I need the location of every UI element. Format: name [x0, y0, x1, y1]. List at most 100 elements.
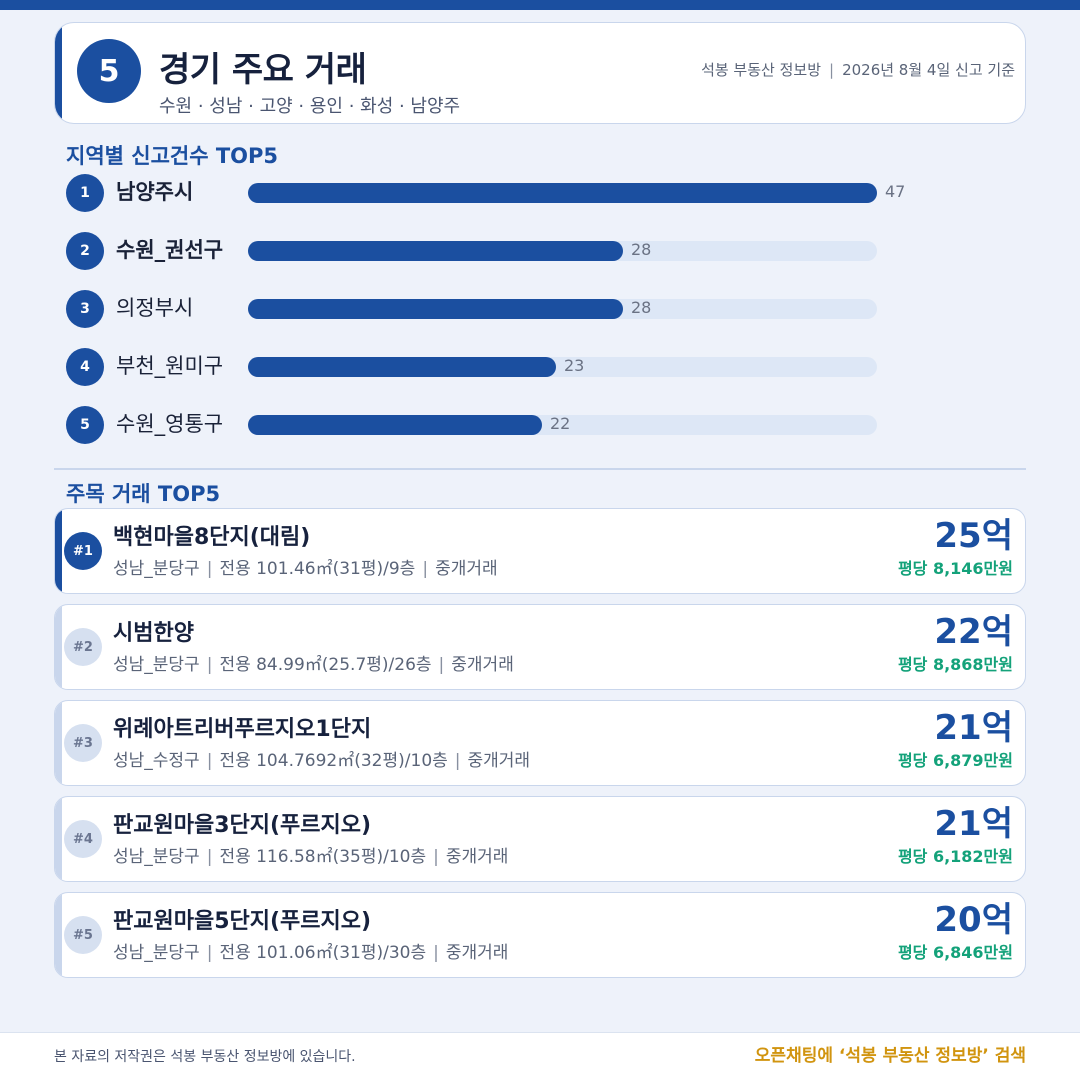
bar-fill: [248, 415, 542, 435]
deal-price-per-pyeong: 평당 8,146만원: [897, 559, 1013, 578]
deal-card[interactable]: #3 위례아트리버푸르지오1단지 성남_수정구 | 전용 104.7692㎡(32평)/…: [54, 700, 1026, 786]
page-subtitle: 수원 · 성남 · 고양 · 용인 · 화성 · 남양주: [159, 96, 461, 117]
info-separator: |: [206, 847, 213, 867]
bar-fill: [248, 241, 623, 261]
deal-card[interactable]: #5 판교원마을5단지(푸르지오) 성남_분당구 | 전용 101.06㎡(31평)/3…: [54, 892, 1026, 978]
bar-fill: [248, 183, 877, 203]
deal-price: 21억: [934, 804, 1013, 844]
deal-district: 성남_분당구: [113, 943, 200, 963]
deal-accent-stripe: [55, 893, 62, 977]
deal-info: 성남_분당구 | 전용 101.06㎡(31평)/30층 | 중개거래: [113, 945, 508, 962]
deal-card[interactable]: #2 시범한양 성남_분당구 | 전용 84.99㎡(25.7평)/26층 | 중개거래 22…: [54, 604, 1026, 690]
section-divider: [54, 468, 1026, 470]
bar-row: 3 의정부시 28: [66, 288, 1026, 328]
bar-row: 4 부천_원미구 23: [66, 346, 1026, 386]
deal-district: 성남_분당구: [113, 847, 200, 867]
copyright-text: 본 자료의 저작권은 석봉 부동산 정보방에 있습니다.: [54, 1049, 356, 1065]
top-accent-bar: [0, 0, 1080, 10]
region-label: 수원_권선구: [116, 238, 224, 262]
deal-info: 성남_분당구 | 전용 84.99㎡(25.7평)/26층 | 중개거래: [113, 657, 514, 674]
page-title: 경기 주요 거래: [159, 50, 367, 90]
bar-row: 2 수원_권선구 28: [66, 230, 1026, 270]
header-meta: 석봉 부동산 정보방 | 2026년 8월 4일 신고 기준: [701, 63, 1015, 78]
deal-district: 성남_분당구: [113, 655, 200, 675]
deal-rank-badge: #2: [64, 628, 102, 666]
info-separator: |: [206, 559, 213, 579]
deal-price-per-pyeong: 평당 8,868만원: [897, 655, 1013, 674]
deal-name: 판교원마을5단지(푸르지오): [113, 909, 372, 934]
footer: 본 자료의 저작권은 석봉 부동산 정보방에 있습니다. 오픈채팅에 ‘석봉 부…: [0, 1032, 1080, 1081]
info-separator: |: [433, 847, 439, 867]
info-separator: |: [206, 943, 213, 963]
deal-name: 위례아트리버푸르지오1단지: [113, 717, 372, 742]
section-number-badge: 5: [77, 39, 141, 103]
deal-info: 성남_분당구 | 전용 116.58㎡(35평)/10층 | 중개거래: [113, 849, 508, 866]
region-label: 의정부시: [116, 296, 194, 320]
deal-rank-badge: #3: [64, 724, 102, 762]
deal-info: 성남_수정구 | 전용 104.7692㎡(32평)/10층 | 중개거래: [113, 753, 530, 770]
deal-card[interactable]: #1 백현마을8단지(대림) 성남_분당구 | 전용 101.46㎡(31평)/9층 | 중…: [54, 508, 1026, 594]
openchat-cta: 오픈채팅에 ‘석봉 부동산 정보방’ 검색: [754, 1046, 1026, 1066]
bar-track: [248, 357, 877, 377]
deal-name: 판교원마을3단지(푸르지오): [113, 813, 372, 838]
bar-track: [248, 299, 877, 319]
deal-price-per-pyeong: 평당 6,182만원: [897, 847, 1013, 866]
deal-accent-stripe: [55, 797, 62, 881]
deal-name: 시범한양: [113, 621, 194, 646]
deal-card[interactable]: #4 판교원마을3단지(푸르지오) 성남_분당구 | 전용 116.58㎡(35평)/1…: [54, 796, 1026, 882]
deal-name: 백현마을8단지(대림): [113, 525, 311, 550]
bar-value-label: 28: [631, 298, 652, 317]
deal-rank-badge: #4: [64, 820, 102, 858]
bar-row: 1 남양주시 47: [66, 172, 1026, 212]
region-label: 수원_영통구: [116, 412, 224, 436]
deal-type: 중개거래: [435, 559, 498, 579]
meta-separator: |: [829, 61, 835, 79]
header-accent-stripe: [55, 23, 62, 123]
info-separator: |: [422, 559, 429, 579]
deal-price: 20억: [934, 900, 1013, 940]
rank-badge: 5: [66, 406, 104, 444]
bar-value-label: 47: [885, 182, 906, 201]
deal-spec: 전용 84.99㎡(25.7평)/26층: [219, 655, 432, 675]
source-label: 석봉 부동산 정보방: [701, 61, 821, 79]
rank-badge: 1: [66, 174, 104, 212]
region-label: 남양주시: [116, 180, 194, 204]
deal-accent-stripe: [55, 605, 62, 689]
deal-price-per-pyeong: 평당 6,879만원: [897, 751, 1013, 770]
deal-price: 22억: [934, 612, 1013, 652]
deal-type: 중개거래: [445, 847, 509, 867]
rank-badge: 2: [66, 232, 104, 270]
deal-district: 성남_분당구: [113, 559, 200, 579]
deal-accent-stripe: [55, 509, 62, 593]
info-separator: |: [206, 751, 213, 771]
deal-info: 성남_분당구 | 전용 101.46㎡(31평)/9층 | 중개거래: [113, 561, 498, 578]
info-separator: |: [206, 655, 213, 675]
bar-track: [248, 241, 877, 261]
bar-track: [248, 415, 877, 435]
rank-badge: 3: [66, 290, 104, 328]
deal-spec: 전용 116.58㎡(35평)/10층: [219, 847, 427, 867]
info-separator: |: [454, 751, 461, 771]
bar-fill: [248, 299, 623, 319]
deal-price: 25억: [934, 516, 1013, 556]
bar-row: 5 수원_영통구 22: [66, 404, 1026, 444]
bar-value-label: 22: [550, 414, 571, 433]
deal-district: 성남_수정구: [113, 751, 200, 771]
deal-spec: 전용 101.06㎡(31평)/30층: [219, 943, 427, 963]
info-separator: |: [433, 943, 439, 963]
rank-badge: 4: [66, 348, 104, 386]
deal-spec: 전용 101.46㎡(31평)/9층: [219, 559, 416, 579]
deal-price-per-pyeong: 평당 6,846만원: [897, 943, 1013, 962]
deal-rank-badge: #5: [64, 916, 102, 954]
deal-accent-stripe: [55, 701, 62, 785]
deals-section-title: 주목 거래 TOP5: [66, 482, 221, 506]
bar-value-label: 28: [631, 240, 652, 259]
bar-fill: [248, 357, 556, 377]
bar-track: [248, 183, 877, 203]
deal-type: 중개거래: [445, 943, 509, 963]
deal-price: 21억: [934, 708, 1013, 748]
deal-type: 중개거래: [451, 655, 514, 675]
date-label: 2026년 8월 4일 신고 기준: [842, 61, 1015, 79]
region-label: 부천_원미구: [116, 354, 224, 378]
bar-value-label: 23: [564, 356, 585, 375]
